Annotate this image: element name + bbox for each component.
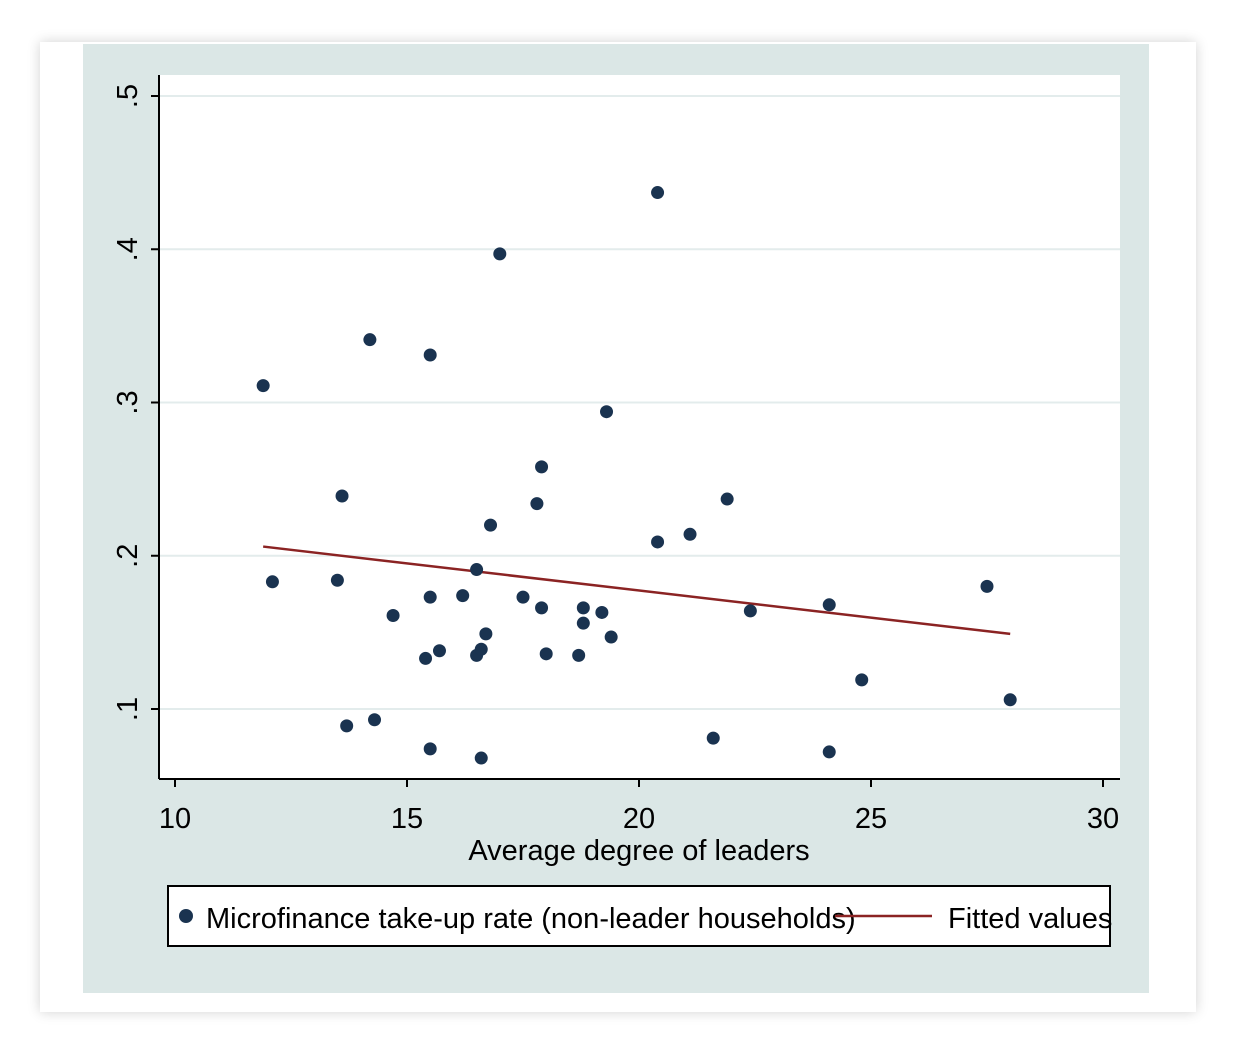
y-tick-label: .2 [112,544,144,568]
x-tick-label: 30 [1087,803,1119,835]
data-point [330,573,344,587]
data-point [474,751,488,765]
legend-box [167,885,1111,947]
data-point [368,713,382,727]
gridlines [159,95,1120,710]
x-tick-label: 20 [623,803,655,835]
data-point [423,590,437,604]
data-point [479,627,493,641]
data-point [423,348,437,362]
data-point [683,527,697,541]
data-point [604,630,618,644]
data-point [651,535,665,549]
data-point [516,590,530,604]
data-point [743,604,757,618]
data-point [335,489,349,503]
x-tick-label: 10 [159,803,191,835]
y-tick-label: .4 [112,237,144,261]
x-ticks: 10 15 20 25 30 [159,779,1119,835]
scatter-points [256,186,1017,765]
data-point [535,601,549,615]
legend-marker-scatter [179,909,193,923]
data-point [855,673,869,687]
data-point [600,405,614,419]
data-point [484,518,498,532]
legend: Microfinance take-up rate (non-leader ho… [167,885,1112,947]
data-point [419,651,433,665]
fitted-line-layer [263,545,1011,636]
data-point [720,492,734,506]
data-point [432,644,446,658]
y-tick-label: .1 [112,697,144,721]
data-point [1003,693,1017,707]
data-point [980,579,994,593]
y-tick-label: .5 [112,84,144,108]
x-axis-title: Average degree of leaders [468,835,809,867]
data-point [363,333,377,347]
data-point [822,745,836,759]
data-point [265,575,279,589]
data-point [595,605,609,619]
y-tick-label: .3 [112,390,144,414]
y-ticks: .1 .2 .3 .4 .5 [112,84,159,721]
data-point [530,497,544,511]
legend-label-fitted: Fitted values [948,903,1112,935]
data-point [456,589,470,603]
data-point [474,642,488,656]
data-point [651,186,665,200]
data-point [539,647,553,661]
data-point [423,742,437,756]
data-point [706,731,720,745]
data-point [576,601,590,615]
x-tick-label: 15 [391,803,423,835]
data-point [572,648,586,662]
data-point [256,379,270,393]
data-point [340,719,354,733]
data-point [493,247,507,261]
x-tick-label: 25 [855,803,887,835]
plot-area [159,75,1120,779]
fitted-values-line [263,545,1011,636]
data-point [386,609,400,623]
data-point [822,598,836,612]
legend-label-scatter: Microfinance take-up rate (non-leader ho… [206,903,856,935]
data-point [535,460,549,474]
data-point [470,563,484,577]
data-point [576,616,590,630]
